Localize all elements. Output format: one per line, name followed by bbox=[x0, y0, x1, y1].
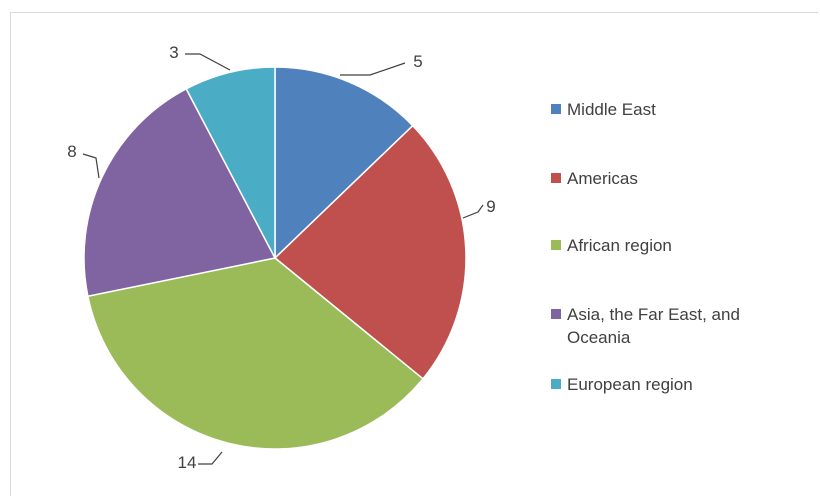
pie-slice-european-region bbox=[185, 66, 276, 259]
legend-swatch bbox=[551, 173, 561, 183]
data-label: 14 bbox=[178, 453, 197, 472]
pie-slice-middle-east bbox=[274, 66, 414, 260]
leader-lines bbox=[82, 53, 484, 465]
leader-line bbox=[185, 53, 231, 71]
pie-slice-americas bbox=[273, 124, 467, 380]
legend-item: Middle East bbox=[551, 98, 797, 121]
data-label: 5 bbox=[413, 52, 422, 71]
data-label: 8 bbox=[67, 142, 76, 161]
leader-line bbox=[82, 153, 100, 179]
data-label: 9 bbox=[486, 197, 495, 216]
legend-label: African region bbox=[567, 236, 672, 255]
data-label: 3 bbox=[169, 43, 178, 62]
legend-item: Americas bbox=[551, 167, 797, 190]
pie-slices bbox=[83, 66, 467, 450]
legend-label: European region bbox=[567, 375, 693, 394]
data-labels: 5 9 14 8 3 bbox=[67, 43, 495, 472]
leader-line bbox=[340, 62, 406, 76]
pie-slice-african-region bbox=[86, 257, 425, 450]
legend-item: European region bbox=[551, 373, 797, 396]
legend-swatch bbox=[551, 104, 561, 114]
legend-label: Americas bbox=[567, 169, 638, 188]
leader-line bbox=[462, 204, 484, 219]
legend-swatch bbox=[551, 379, 561, 389]
legend-item: African region bbox=[551, 234, 797, 257]
legend-label: Asia, the Far East, and Oceania bbox=[567, 305, 740, 347]
legend-item: Asia, the Far East, and Oceania bbox=[551, 303, 797, 349]
legend-label: Middle East bbox=[567, 100, 656, 119]
pie-slice-asia-the-far-east-and-oceania bbox=[83, 87, 277, 298]
legend-swatch bbox=[551, 240, 561, 250]
legend-swatch bbox=[551, 309, 561, 319]
leader-line bbox=[198, 451, 223, 465]
